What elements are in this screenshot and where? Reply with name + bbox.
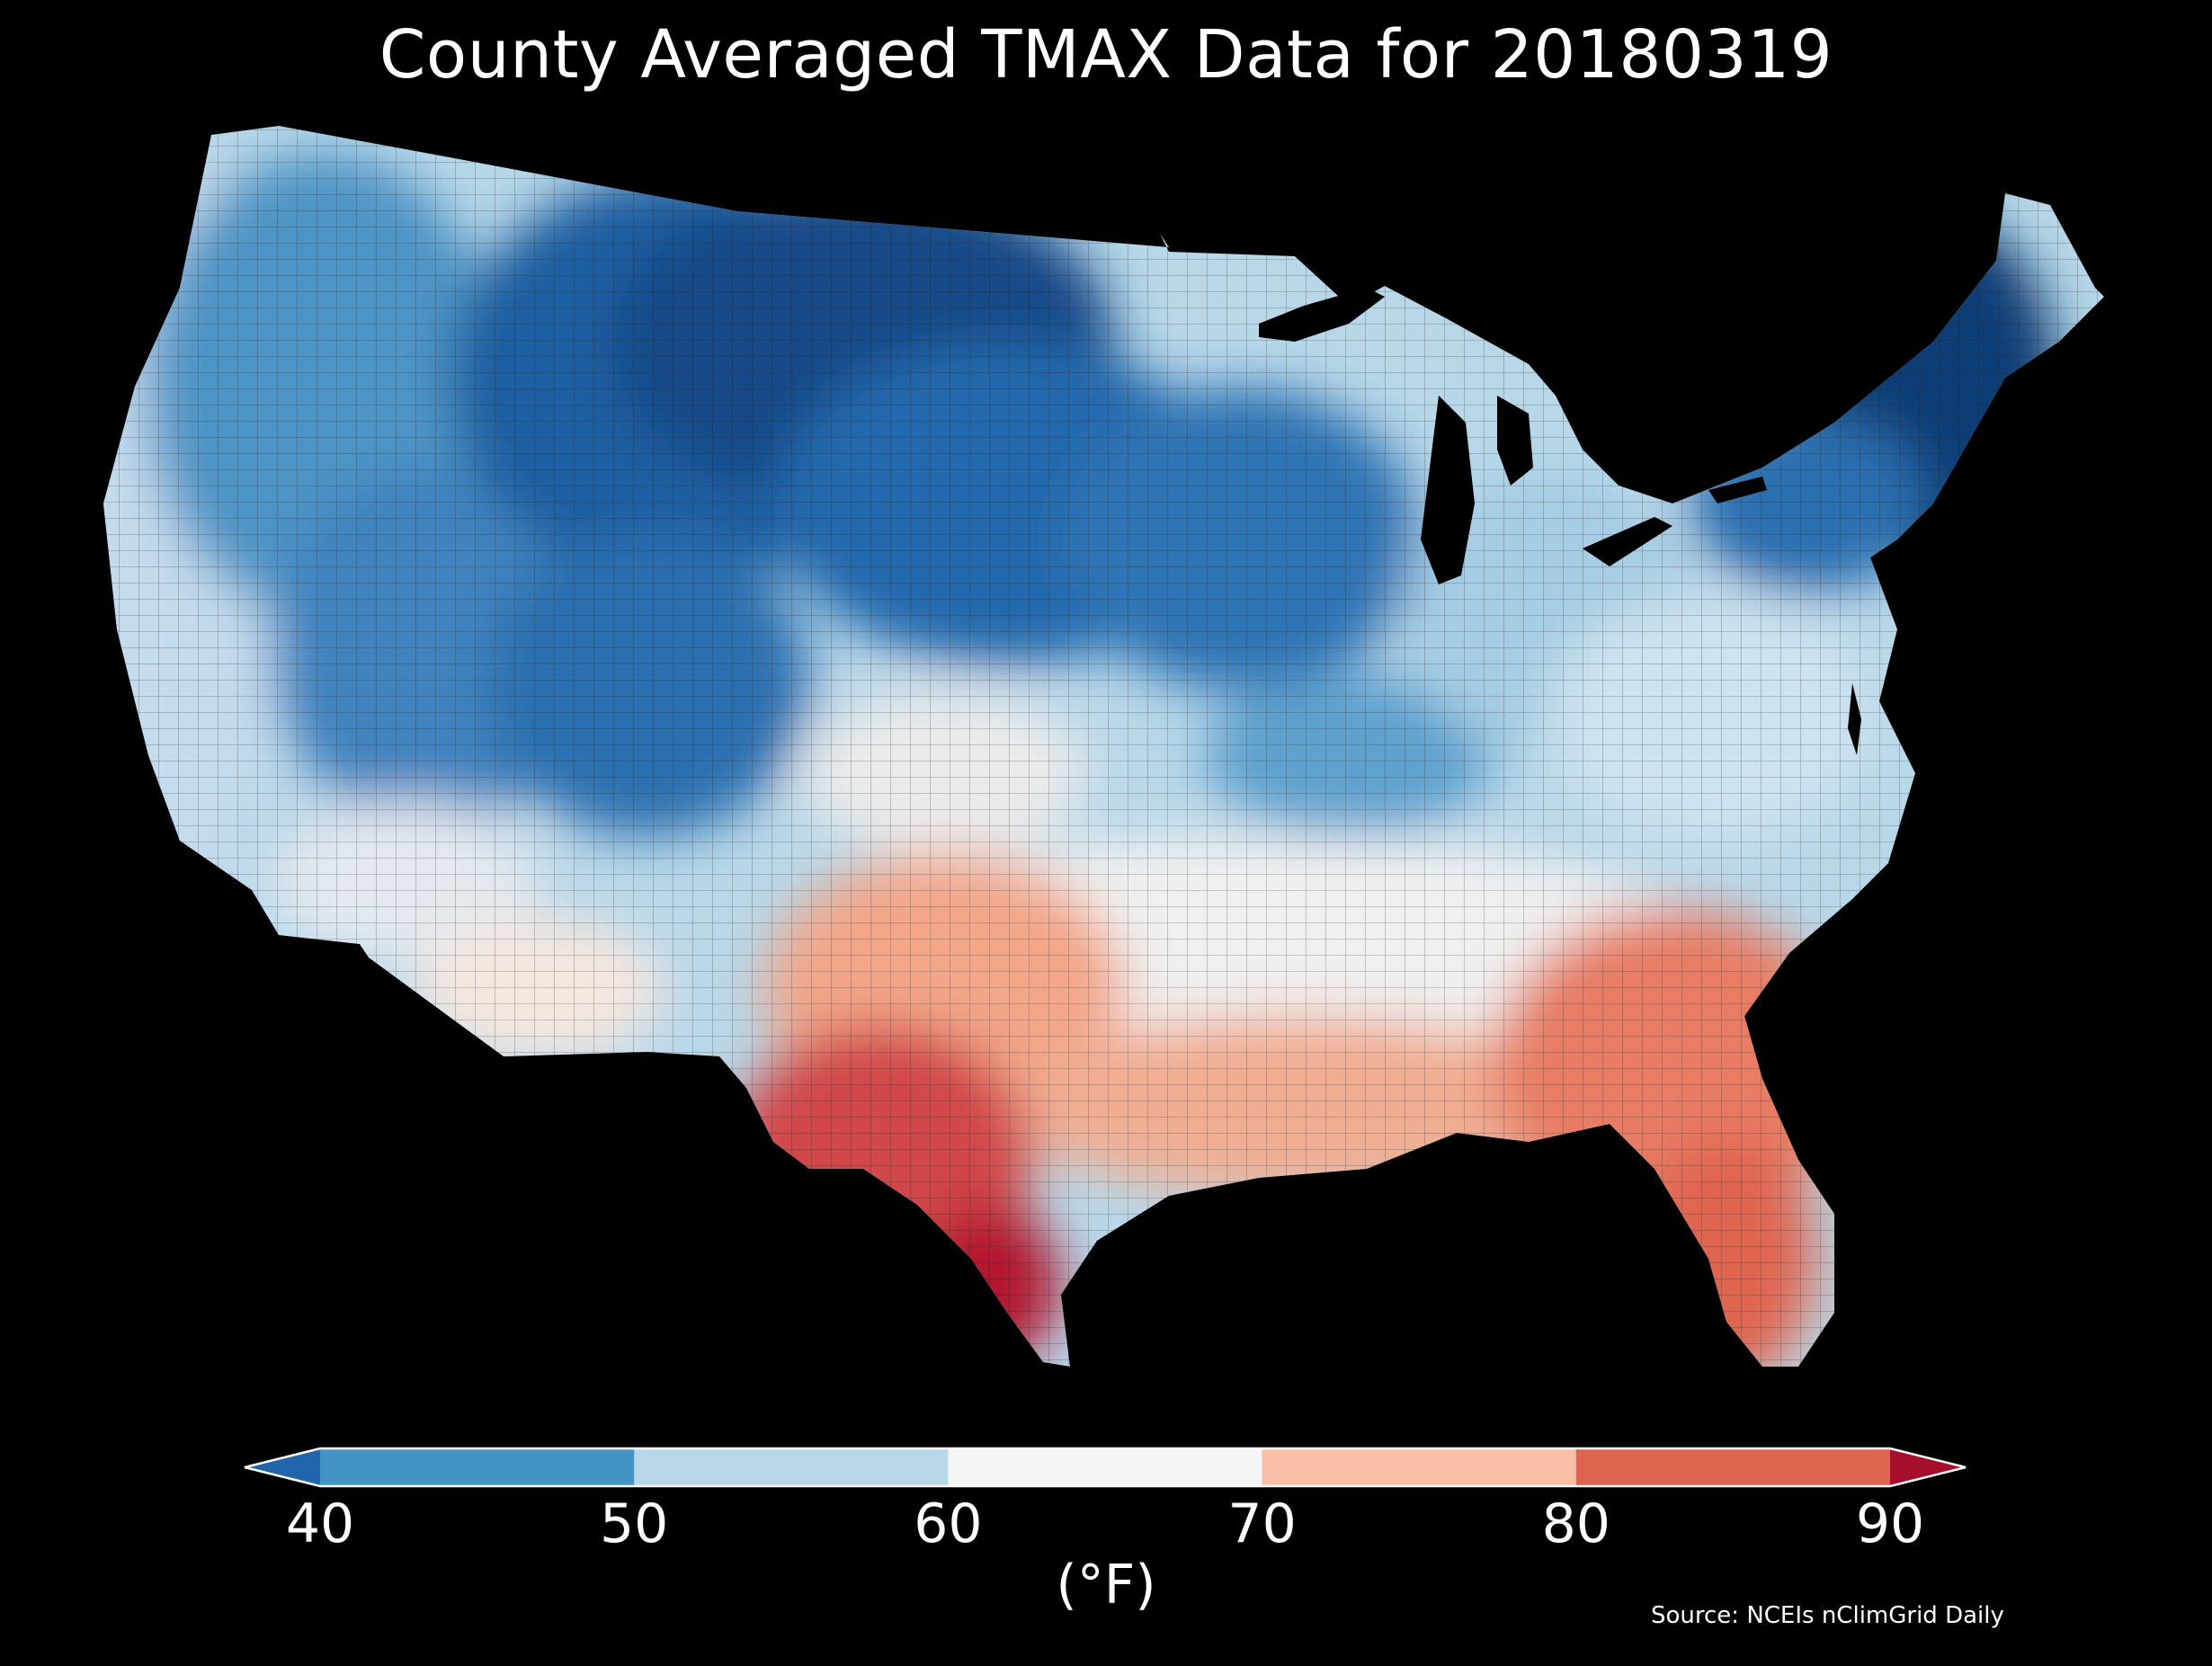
colorbar-bin bbox=[1262, 1448, 1577, 1486]
lake-ontario bbox=[1708, 477, 1767, 503]
lake-superior bbox=[1259, 288, 1385, 342]
colorbar-tick-label: 70 bbox=[1227, 1492, 1297, 1555]
colorbar-over-arrow bbox=[1890, 1448, 1966, 1486]
lake-michigan bbox=[1421, 396, 1475, 584]
colorbar-outline bbox=[244, 1447, 1967, 1488]
source-note: Source: NCEIs nClimGrid Daily bbox=[1651, 1602, 2004, 1629]
colorbar-under-arrow bbox=[245, 1448, 320, 1486]
colorbar-label: (°F) bbox=[1056, 1554, 1156, 1617]
chesapeake-bay bbox=[1848, 683, 1861, 755]
colorbar-bin bbox=[948, 1448, 1263, 1486]
colorbar-bin bbox=[634, 1448, 949, 1486]
colorbar-tick-label: 90 bbox=[1855, 1492, 1925, 1555]
colorbar-tick-label: 60 bbox=[914, 1492, 983, 1555]
lake-huron bbox=[1497, 396, 1533, 486]
colorbar-bin bbox=[1575, 1448, 1891, 1486]
colorbar-bin bbox=[320, 1448, 635, 1486]
chart-title: County Averaged TMAX Data for 20180319 bbox=[379, 16, 1833, 94]
colorbar-tick-label: 40 bbox=[285, 1492, 355, 1555]
colorbar-tick-label: 80 bbox=[1541, 1492, 1610, 1555]
colorbar-tick-label: 50 bbox=[600, 1492, 669, 1555]
lake-erie bbox=[1583, 517, 1672, 566]
